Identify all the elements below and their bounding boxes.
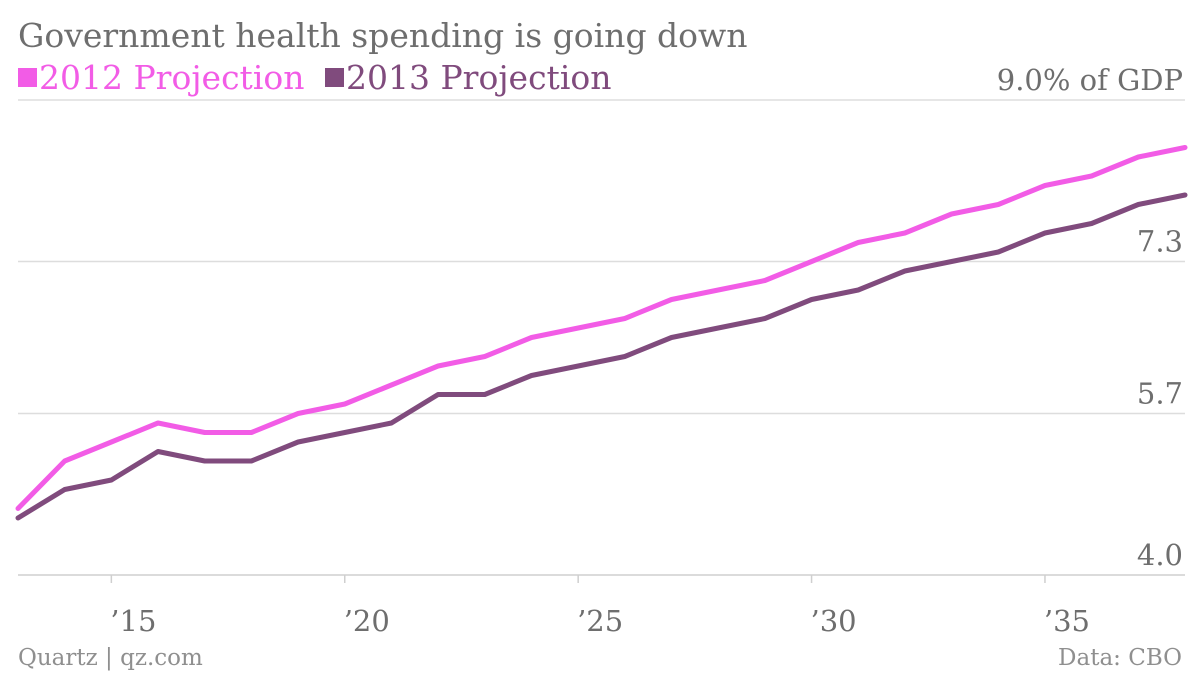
y-axis-tick-labels: 4.0 5.7 7.3 9.0% of GDP — [997, 63, 1183, 572]
legend-item-2013: 2013 Projection — [325, 58, 612, 97]
series-lines — [15, 145, 1188, 521]
series-line-2012 — [15, 145, 1188, 511]
legend-swatch-2013 — [325, 68, 344, 87]
y-tick-label: 7.3 — [1137, 225, 1183, 259]
x-tick-label: ’35 — [1044, 604, 1090, 638]
x-tick-label: ’20 — [344, 604, 390, 638]
legend-item-2012: 2012 Projection — [18, 58, 305, 97]
x-tick-label: ’30 — [810, 604, 856, 638]
source-credit: Quartz | qz.com — [18, 645, 203, 671]
chart-legend: 2012 Projection 2013 Projection — [18, 56, 622, 97]
y-tick-label: 5.7 — [1137, 377, 1183, 411]
grid-lines — [18, 99, 1185, 576]
x-tick-label: ’25 — [577, 604, 623, 638]
legend-label-2012: 2012 Projection — [39, 58, 305, 97]
x-tick-label: ’15 — [110, 604, 156, 638]
series-line-2013 — [15, 192, 1188, 521]
y-tick-label: 4.0 — [1137, 538, 1183, 572]
x-axis-ticks: ’15 ’20 ’25 ’30 ’35 — [110, 575, 1090, 638]
legend-label-2013: 2013 Projection — [346, 58, 612, 97]
chart-title: Government health spending is going down — [18, 16, 748, 55]
data-source: Data: CBO — [1058, 645, 1182, 671]
y-tick-label: 9.0% of GDP — [997, 63, 1183, 97]
legend-swatch-2012 — [18, 68, 37, 87]
